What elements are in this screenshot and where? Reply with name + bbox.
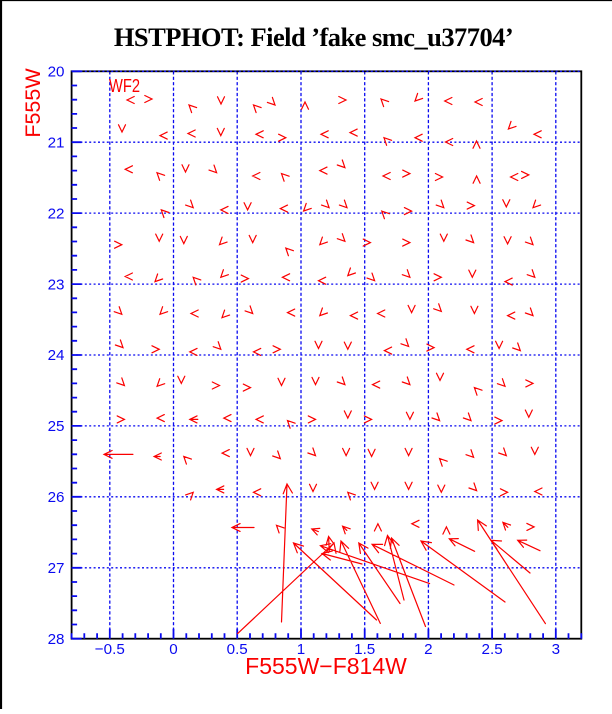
svg-text:1.5: 1.5 [354, 641, 375, 658]
svg-text:2.5: 2.5 [482, 641, 503, 658]
svg-text:24: 24 [48, 347, 65, 364]
svg-text:22: 22 [48, 205, 65, 222]
svg-text:WF2: WF2 [109, 76, 140, 96]
svg-text:23: 23 [48, 276, 65, 293]
svg-text:28: 28 [48, 631, 65, 648]
svg-text:F555W: F555W [21, 68, 45, 138]
svg-text:25: 25 [48, 418, 65, 435]
svg-text:21: 21 [48, 134, 65, 151]
svg-text:20: 20 [48, 64, 65, 81]
svg-text:0.5: 0.5 [227, 641, 248, 658]
svg-text:26: 26 [48, 489, 65, 506]
svg-text:1: 1 [297, 641, 305, 658]
svg-text:27: 27 [48, 560, 65, 577]
svg-text:−0.5: −0.5 [95, 641, 125, 658]
svg-text:HSTPHOT: Field ’fake smc_u3770: HSTPHOT: Field ’fake smc_u37704’ [114, 22, 513, 52]
svg-text:2: 2 [424, 641, 432, 658]
svg-text:0: 0 [169, 641, 177, 658]
svg-text:F555W−F814W: F555W−F814W [245, 653, 407, 679]
svg-text:3: 3 [552, 641, 560, 658]
